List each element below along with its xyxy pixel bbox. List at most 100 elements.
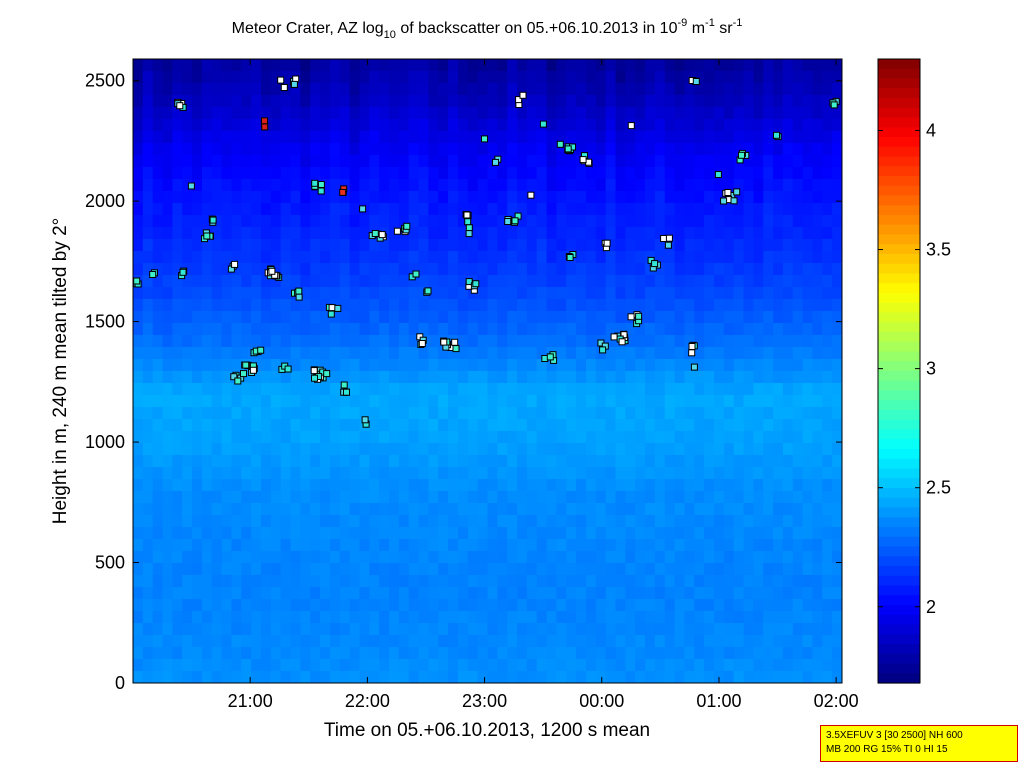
heatmap-cell xyxy=(645,671,656,683)
heatmap-cell xyxy=(546,563,558,576)
heatmap-cell xyxy=(713,59,725,72)
heatmap-cell xyxy=(467,455,479,468)
heatmap-cell xyxy=(576,59,587,72)
heatmap-cell xyxy=(162,455,173,468)
heatmap-cell xyxy=(359,299,370,312)
heatmap-cell xyxy=(467,623,479,636)
heatmap-cell xyxy=(576,239,587,252)
heatmap-cell xyxy=(635,215,646,228)
heatmap-cell xyxy=(704,155,715,168)
heatmap-cell xyxy=(457,563,469,576)
heatmap-cell xyxy=(182,395,193,408)
heatmap-cell xyxy=(369,203,380,216)
heatmap-cell xyxy=(369,563,380,576)
heatmap-cell xyxy=(241,107,252,120)
heatmap-cell xyxy=(753,563,764,576)
heatmap-cell xyxy=(812,263,823,276)
heatmap-cell xyxy=(507,575,518,588)
heatmap-cell xyxy=(595,395,607,408)
heatmap-cell xyxy=(497,419,508,432)
heatmap-cell xyxy=(320,539,331,552)
colorbar-band xyxy=(878,302,920,314)
heatmap-cell xyxy=(664,431,676,444)
heatmap-cell xyxy=(438,479,449,492)
heatmap-cell xyxy=(142,119,154,132)
meteor-marker xyxy=(610,333,618,341)
heatmap-cell xyxy=(694,443,705,456)
heatmap-cell xyxy=(635,431,646,444)
heatmap-cell xyxy=(418,95,430,108)
heatmap-cell xyxy=(142,407,154,420)
heatmap-cell xyxy=(723,491,735,504)
heatmap-cell xyxy=(261,323,272,336)
heatmap-cell xyxy=(674,83,686,96)
heatmap-cell xyxy=(635,395,646,408)
heatmap-cell xyxy=(664,599,676,612)
heatmap-cell xyxy=(822,455,833,468)
heatmap-cell xyxy=(261,527,272,540)
heatmap-cell xyxy=(625,179,636,192)
heatmap-cell xyxy=(241,83,252,96)
heatmap-cell xyxy=(595,587,607,600)
heatmap-cell xyxy=(497,395,508,408)
meteor-marker xyxy=(317,187,325,195)
heatmap-cell xyxy=(743,647,754,660)
heatmap-cell xyxy=(566,467,577,480)
heatmap-cell xyxy=(694,191,705,204)
heatmap-cell xyxy=(576,143,587,156)
heatmap-cell xyxy=(251,587,262,600)
heatmap-cell xyxy=(605,671,617,683)
heatmap-cell xyxy=(221,95,233,108)
heatmap-cell xyxy=(300,479,311,492)
heatmap-cell xyxy=(487,491,498,504)
heatmap-cell xyxy=(290,539,302,552)
heatmap-cell xyxy=(802,479,814,492)
heatmap-cell xyxy=(467,299,479,312)
heatmap-cell xyxy=(625,551,636,564)
heatmap-cell xyxy=(172,239,183,252)
heatmap-cell xyxy=(635,335,646,348)
heatmap-cell xyxy=(576,119,587,132)
heatmap-cell xyxy=(201,659,213,672)
heatmap-cell xyxy=(812,611,823,624)
heatmap-cell xyxy=(152,419,164,432)
heatmap-cell xyxy=(832,467,842,480)
heatmap-cell xyxy=(152,443,164,456)
heatmap-cell xyxy=(615,299,626,312)
colorbar-band xyxy=(878,361,920,372)
heatmap-cell xyxy=(290,623,302,636)
heatmap-cell xyxy=(595,455,607,468)
heatmap-cell xyxy=(487,143,498,156)
heatmap-cell xyxy=(467,179,479,192)
heatmap-cell xyxy=(526,131,538,144)
heatmap-cell xyxy=(517,491,528,504)
heatmap-cell xyxy=(477,599,489,612)
heatmap-cell xyxy=(615,119,626,132)
heatmap-cell xyxy=(241,311,252,324)
heatmap-cell xyxy=(556,83,567,96)
heatmap-cell xyxy=(211,299,223,312)
heatmap-cell xyxy=(270,71,282,84)
heatmap-cell xyxy=(802,59,814,72)
heatmap-cell xyxy=(152,491,164,504)
heatmap-cell xyxy=(389,167,400,180)
heatmap-cell xyxy=(251,227,262,240)
heatmap-cell xyxy=(605,431,617,444)
heatmap-cell xyxy=(694,563,705,576)
heatmap-cell xyxy=(566,443,577,456)
heatmap-cell xyxy=(280,515,292,528)
heatmap-cell xyxy=(142,371,154,384)
heatmap-cell xyxy=(438,167,449,180)
heatmap-cell xyxy=(802,143,814,156)
heatmap-cell xyxy=(438,587,449,600)
heatmap-cell xyxy=(211,539,223,552)
heatmap-cell xyxy=(162,311,173,324)
heatmap-cell xyxy=(822,371,833,384)
heatmap-cell xyxy=(694,335,705,348)
heatmap-cell xyxy=(487,551,498,564)
heatmap-cell xyxy=(369,395,380,408)
heatmap-cell xyxy=(753,215,764,228)
heatmap-cell xyxy=(654,251,666,264)
heatmap-cell xyxy=(526,227,538,240)
heatmap-cell xyxy=(556,179,567,192)
